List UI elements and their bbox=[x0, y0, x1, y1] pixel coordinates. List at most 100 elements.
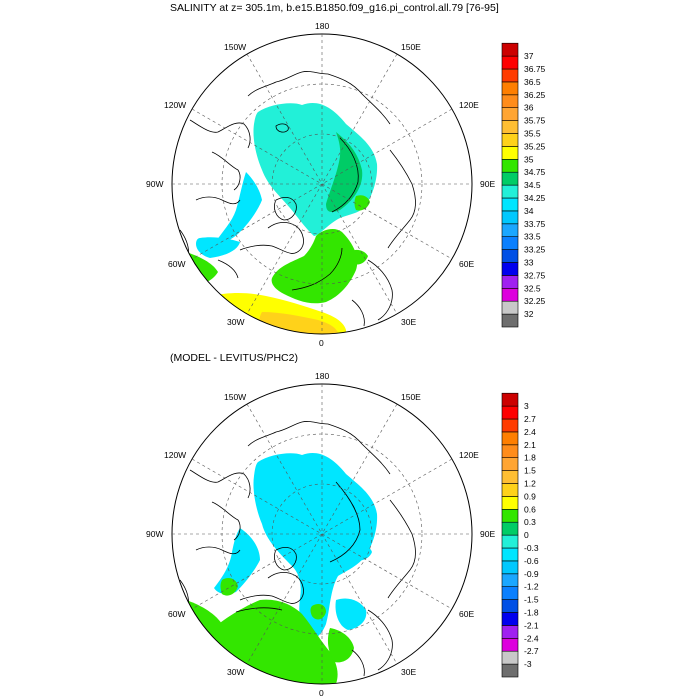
colorbar-swatch bbox=[501, 586, 519, 600]
panel2-coastlines bbox=[179, 421, 416, 677]
colorbar-swatch bbox=[501, 107, 519, 121]
colorbar-label: 2.7 bbox=[524, 414, 536, 424]
colorbar-label: 32.25 bbox=[524, 296, 546, 306]
anomaly-region-canadian-archipelago bbox=[214, 528, 260, 595]
salinity-contour-greenland bbox=[291, 247, 343, 291]
colorbar-label: 3 bbox=[524, 401, 529, 411]
colorbar-swatch bbox=[501, 133, 519, 147]
colorbar-swatch bbox=[501, 223, 519, 238]
colorbar-label: 33.5 bbox=[524, 232, 541, 242]
lon-label: 60W bbox=[168, 609, 185, 619]
colorbar-swatch bbox=[501, 81, 519, 96]
panel2-lon-labels: 180 150E 120E 90E 60E 30E 0 30W 60W 90W … bbox=[146, 371, 495, 698]
colorbar-swatch bbox=[501, 120, 519, 134]
lon-label: 30W bbox=[227, 317, 244, 327]
anomaly-region-baffin bbox=[220, 578, 238, 596]
colorbar-label: 34.5 bbox=[524, 180, 541, 190]
anomaly-region-arctic-basin bbox=[253, 453, 378, 640]
colorbar-label: 0.6 bbox=[524, 504, 536, 514]
lon-label: 60E bbox=[459, 259, 474, 269]
colorbar-label: 1.8 bbox=[524, 453, 536, 463]
colorbar-swatch bbox=[501, 236, 519, 250]
lon-label: 0 bbox=[319, 688, 324, 698]
panel1-title: SALINITY at z= 305.1m, b.e15.B1850.f09_g… bbox=[170, 2, 499, 14]
colorbar-swatch bbox=[501, 55, 519, 70]
panel2-graticule bbox=[172, 384, 472, 684]
colorbar-label: 0.9 bbox=[524, 491, 536, 501]
colorbar-label: -0.9 bbox=[524, 569, 539, 579]
colorbar-label: 1.5 bbox=[524, 466, 536, 476]
anomaly-region-norway bbox=[327, 628, 354, 663]
lon-label: 90E bbox=[480, 179, 495, 189]
colorbar-swatch bbox=[501, 547, 519, 562]
colorbar-swatch bbox=[501, 313, 519, 328]
colorbar-swatch bbox=[501, 287, 519, 302]
lon-label: 120W bbox=[164, 100, 186, 110]
colorbar-label: -3 bbox=[524, 659, 532, 669]
salinity-region-barents-sea bbox=[349, 249, 368, 265]
salinity-region-band-34-75 bbox=[326, 132, 363, 212]
colorbar-swatch bbox=[501, 483, 519, 497]
lon-label: 120E bbox=[459, 100, 479, 110]
panel2-polar-map bbox=[171, 383, 473, 685]
anomaly-region-kara bbox=[352, 545, 372, 561]
lon-label: 150E bbox=[401, 42, 421, 52]
colorbar-label: 34.25 bbox=[524, 193, 546, 203]
colorbar-swatch bbox=[501, 650, 519, 665]
colorbar-swatch bbox=[501, 262, 519, 276]
colorbar-swatch bbox=[501, 159, 519, 173]
colorbar-label: 37 bbox=[524, 51, 534, 61]
lon-label: 30W bbox=[227, 667, 244, 677]
salinity-region-canadian-archipelago bbox=[214, 172, 262, 244]
colorbar-swatch bbox=[501, 300, 519, 315]
colorbar-label: -1.8 bbox=[524, 608, 539, 618]
lon-label: 150W bbox=[224, 392, 246, 402]
colorbar-swatch bbox=[501, 146, 519, 160]
colorbar-label: -0.6 bbox=[524, 556, 539, 566]
colorbar-label: 36.5 bbox=[524, 77, 541, 87]
anomaly-region-barents bbox=[335, 598, 367, 630]
colorbar-swatch bbox=[501, 418, 519, 433]
lon-label: 120W bbox=[164, 450, 186, 460]
colorbar-label: -2.4 bbox=[524, 633, 539, 643]
lon-label: 60W bbox=[168, 259, 185, 269]
colorbar-label: 32.75 bbox=[524, 270, 546, 280]
colorbar-label: 34.75 bbox=[524, 167, 546, 177]
colorbar-label: 2.4 bbox=[524, 427, 536, 437]
colorbar-swatch bbox=[501, 625, 519, 639]
colorbar-swatch bbox=[501, 534, 519, 549]
colorbar-swatch bbox=[501, 68, 519, 83]
colorbar-label: 32 bbox=[524, 309, 534, 319]
lon-label: 180 bbox=[315, 371, 329, 381]
anomaly-contour-atlantic bbox=[235, 607, 283, 613]
anomaly-contour-main bbox=[329, 481, 361, 563]
lon-label: 120E bbox=[459, 450, 479, 460]
colorbar-swatch bbox=[501, 42, 519, 57]
salinity-contour-34-75 bbox=[331, 137, 359, 213]
colorbar-swatch bbox=[501, 249, 519, 263]
panel1-polar-map bbox=[171, 33, 473, 335]
lon-label: 0 bbox=[319, 338, 324, 348]
colorbar-label: 0 bbox=[524, 530, 529, 540]
salinity-region-baffin-bay bbox=[196, 237, 240, 258]
colorbar-label: 33.25 bbox=[524, 245, 546, 255]
colorbar-swatch bbox=[501, 508, 519, 523]
colorbar-label: 36.25 bbox=[524, 90, 546, 100]
colorbar-label: 0.3 bbox=[524, 517, 536, 527]
colorbar-label: 33 bbox=[524, 258, 534, 268]
lon-label: 90W bbox=[146, 179, 163, 189]
lon-label: 90W bbox=[146, 529, 163, 539]
colorbar-label: -2.1 bbox=[524, 620, 539, 630]
colorbar-label: -1.5 bbox=[524, 595, 539, 605]
colorbar-swatch bbox=[501, 663, 519, 678]
colorbar-label: 35.25 bbox=[524, 141, 546, 151]
colorbar-swatch bbox=[501, 521, 519, 536]
panel1-colorbar: 32 32.25 32.5 32.75 33 33.25 33.5 33.75 34 34.25 3… bbox=[501, 42, 546, 328]
colorbar-swatch bbox=[501, 210, 519, 225]
lon-label: 60E bbox=[459, 609, 474, 619]
colorbar-swatch bbox=[501, 171, 519, 186]
lon-label: 90E bbox=[480, 529, 495, 539]
colorbar-swatch bbox=[501, 275, 519, 289]
panel2-colorbar: -3 -2.7 -2.4 -2.1 -1.8 -1.5 -1.2 -0.9 -0.6 -0.3 0 0… bbox=[501, 392, 539, 678]
colorbar-swatch bbox=[501, 392, 519, 407]
